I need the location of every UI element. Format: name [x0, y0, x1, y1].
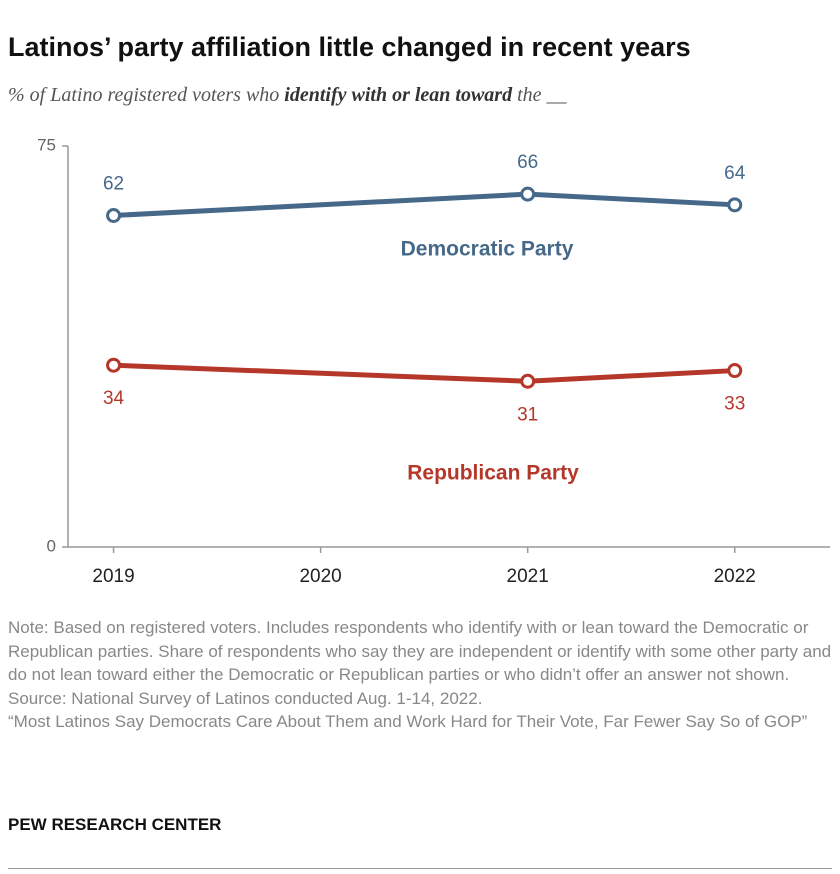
subtitle-text: % of Latino registered voters who [8, 84, 285, 106]
note: Note: Based on registered voters. Includ… [8, 618, 832, 684]
y-tick-label: 0 [47, 536, 56, 555]
rule [8, 868, 832, 869]
source: Source: National Survey of Latinos condu… [8, 688, 483, 708]
series-line [113, 191, 735, 219]
point [106, 357, 122, 373]
credit: PEW RESEARCH CENTER [8, 815, 222, 834]
x-tick-label: 2021 [507, 566, 549, 587]
series-line [113, 362, 735, 384]
point [520, 373, 536, 389]
data-label: 33 [724, 394, 745, 415]
series-label: Republican Party [407, 462, 579, 485]
point [106, 208, 122, 224]
point [727, 363, 743, 379]
x-tick-label: 2020 [299, 566, 341, 587]
point [727, 197, 743, 213]
data-label: 34 [103, 388, 125, 409]
y-tick-label: 75 [37, 135, 56, 154]
subtitle-emphasis: identify with or lean toward [284, 84, 513, 106]
notes: Note: Based on registered voters. Includ… [8, 616, 834, 734]
subtitle-text: the __ [512, 84, 567, 106]
chart-subtitle: % of Latino registered voters who identi… [8, 84, 567, 107]
data-label: 64 [724, 163, 746, 184]
data-label: 66 [517, 152, 538, 173]
x-tick-label: 2022 [714, 566, 756, 587]
data-label: 31 [517, 404, 538, 425]
x-tick-label: 2019 [92, 566, 134, 587]
report-title: “Most Latinos Say Democrats Care About T… [8, 712, 808, 731]
point [520, 186, 536, 202]
series-label: Democratic Party [401, 238, 574, 261]
chart-title: Latinos’ party affiliation little change… [8, 32, 691, 62]
chart: 0 75 2019 2020 2021 2022 62 66 64 Democratic Part… [37, 135, 830, 587]
data-label: 62 [103, 174, 124, 195]
